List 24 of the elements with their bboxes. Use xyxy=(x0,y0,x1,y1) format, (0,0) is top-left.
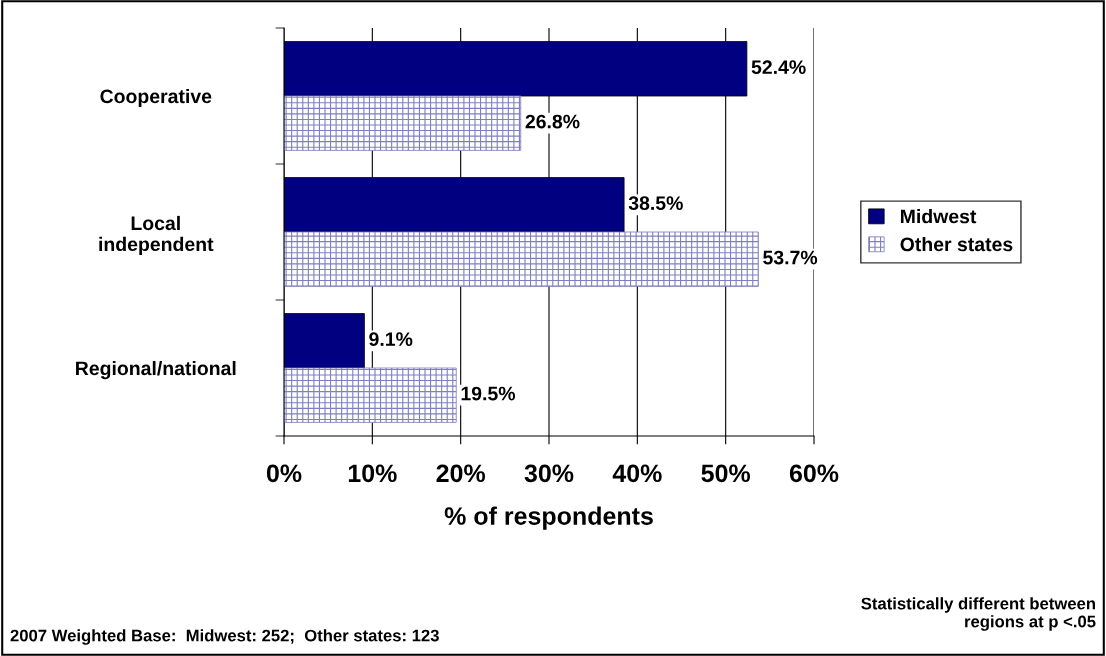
legend-label: Other states xyxy=(900,236,1013,252)
data-label: 9.1% xyxy=(369,332,413,347)
data-label: 19.5% xyxy=(461,386,516,401)
x-tick-label: 0% xyxy=(266,464,302,483)
bar xyxy=(284,95,522,151)
x-tick-label: 60% xyxy=(789,464,839,483)
text: Statistically different between regions at p <.05 xyxy=(861,597,1096,631)
x-axis-title: % of respondents xyxy=(444,506,653,530)
x-tick-label: 40% xyxy=(612,464,662,483)
x-tick-label: 30% xyxy=(524,464,574,483)
legend-label: Midwest xyxy=(901,209,977,224)
data-label: 53.7% xyxy=(763,250,818,265)
bar xyxy=(284,367,457,423)
x-tick-label: 50% xyxy=(701,464,751,483)
data-label: 52.4% xyxy=(751,60,806,75)
x-tick-label: 10% xyxy=(348,464,397,483)
bar xyxy=(284,231,759,287)
text: 2007 Weighted Base: Midwest: 252; Other states: 123 xyxy=(10,629,439,645)
data-label: 26.8% xyxy=(525,114,580,129)
y-tick-label: Cooperative xyxy=(100,88,212,108)
data-label: 38.5% xyxy=(628,196,683,211)
y-tick-label: Local independent xyxy=(99,215,214,255)
x-tick-label: 20% xyxy=(436,464,486,483)
y-tick-label: Regional/national xyxy=(76,360,236,380)
